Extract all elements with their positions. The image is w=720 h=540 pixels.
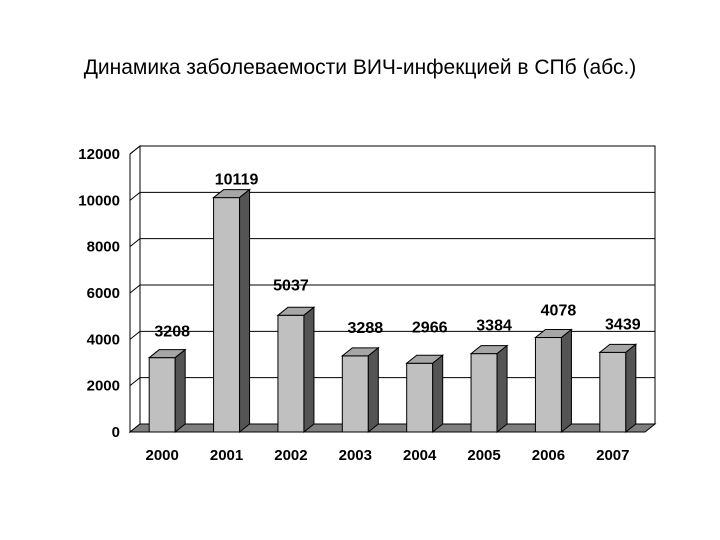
bar-side bbox=[303, 306, 315, 434]
x-axis-tick-labels: 2000 2001 2002 2003 2004 2005 2006 2007 bbox=[146, 447, 630, 464]
y-tick-label: 10000 bbox=[78, 192, 120, 209]
chart-title: Динамика заболеваемости ВИЧ-инфекцией в … bbox=[83, 56, 637, 79]
floor-plane bbox=[128, 423, 657, 433]
data-label: 2966 bbox=[412, 319, 448, 336]
data-label: 10119 bbox=[215, 172, 259, 189]
data-label: 5037 bbox=[273, 277, 309, 294]
bar bbox=[147, 348, 187, 434]
bar-front bbox=[148, 357, 176, 433]
bar-side bbox=[625, 343, 637, 434]
x-tick-label: 2007 bbox=[596, 447, 629, 464]
bar bbox=[340, 346, 380, 434]
bar-front bbox=[213, 197, 241, 433]
data-label: 3208 bbox=[154, 324, 190, 341]
y-tick-label: 2000 bbox=[87, 378, 120, 395]
bar-side bbox=[239, 188, 251, 434]
x-tick-label: 2003 bbox=[339, 447, 372, 464]
bar-side bbox=[432, 354, 444, 434]
bar-front bbox=[341, 355, 369, 433]
bars bbox=[147, 188, 638, 434]
x-tick-label: 2004 bbox=[403, 447, 437, 464]
gridline-side bbox=[129, 330, 141, 340]
y-tick-label: 0 bbox=[112, 424, 120, 441]
gridline-side bbox=[129, 191, 141, 201]
gridline-side bbox=[129, 284, 141, 294]
y-tick-label: 12000 bbox=[78, 146, 120, 163]
x-tick-label: 2002 bbox=[274, 447, 307, 464]
data-labels: 3208 10119 5037 3288 2966 3384 4078 3439 bbox=[154, 172, 640, 341]
bar-front bbox=[470, 353, 498, 433]
bar-front bbox=[599, 351, 627, 433]
bar-side bbox=[496, 344, 508, 434]
data-label: 3439 bbox=[605, 316, 641, 333]
bar-side bbox=[174, 348, 186, 434]
y-tick-label: 6000 bbox=[87, 285, 120, 302]
bar bbox=[405, 354, 445, 434]
chart-floor bbox=[128, 423, 657, 433]
bar bbox=[534, 328, 573, 434]
bar bbox=[598, 343, 638, 434]
x-tick-label: 2005 bbox=[467, 447, 500, 464]
bar-front bbox=[277, 314, 305, 433]
gridline-side bbox=[129, 238, 141, 248]
plot-walls bbox=[129, 144, 656, 434]
gridline-side bbox=[129, 377, 141, 387]
bar-side bbox=[367, 346, 379, 434]
bar-front bbox=[534, 337, 562, 433]
x-tick-label: 2000 bbox=[146, 447, 179, 464]
bar-front bbox=[406, 362, 434, 433]
y-tick-label: 8000 bbox=[87, 239, 120, 256]
bar bbox=[276, 306, 316, 434]
bar bbox=[469, 344, 509, 434]
bar-side bbox=[560, 328, 572, 434]
gridline-side bbox=[129, 145, 141, 155]
x-tick-label: 2001 bbox=[210, 447, 243, 464]
data-label: 4078 bbox=[541, 303, 577, 320]
data-label: 3288 bbox=[348, 320, 384, 337]
y-tick-label: 4000 bbox=[87, 331, 120, 348]
bar bbox=[212, 188, 251, 434]
data-label: 3384 bbox=[476, 318, 512, 335]
x-tick-label: 2006 bbox=[532, 447, 565, 464]
y-axis-tick-labels: 0 2000 4000 6000 8000 10000 12000 bbox=[78, 146, 120, 441]
